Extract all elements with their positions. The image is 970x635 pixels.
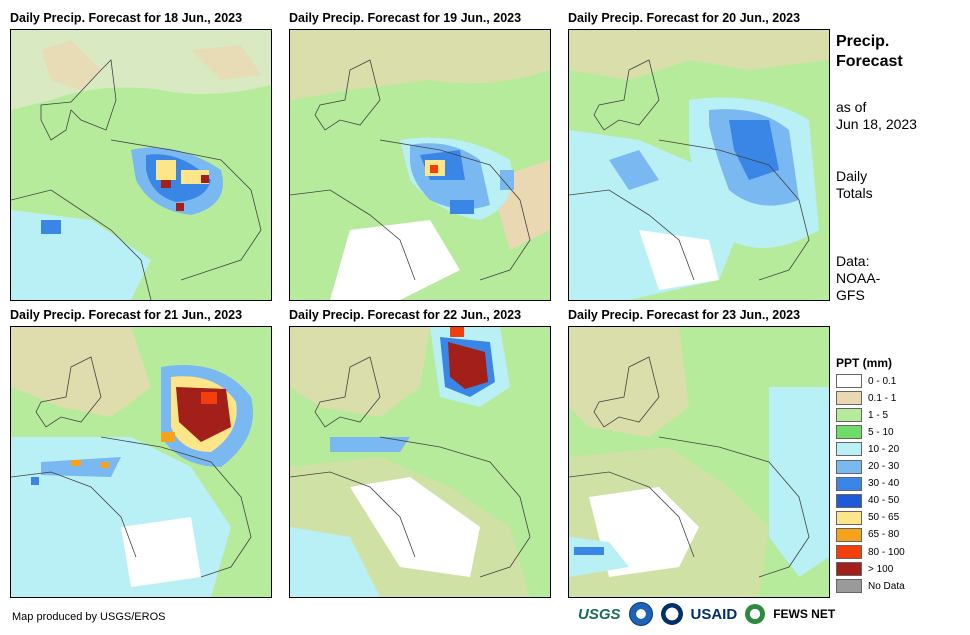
legend-label: 0 - 0.1 [868,375,897,387]
precip-map-2 [290,30,550,300]
map-panel-1 [10,29,272,301]
fews-globe-icon [745,604,766,624]
precip-map-4 [11,327,271,597]
legend-label: 5 - 10 [868,426,894,438]
legend-swatch [836,527,862,542]
sidebar-data-line1: Data: [836,253,870,269]
legend-item: > 100 [836,562,894,577]
legend-label: 10 - 20 [868,443,900,455]
panel-title-1: Daily Precip. Forecast for 18 Jun., 2023 [10,11,243,25]
map-panel-5 [289,326,551,598]
panel-title-5: Daily Precip. Forecast for 22 Jun., 2023 [289,308,522,322]
legend-swatch [836,408,862,423]
legend-swatch [836,391,862,406]
legend-item: 0 - 0.1 [836,374,896,388]
legend-item: 20 - 30 [836,459,900,474]
legend-swatch [836,476,862,491]
legend-swatch [836,425,862,440]
legend-item: 65 - 80 [836,527,900,542]
legend-label: 50 - 65 [868,512,900,524]
noaa-logo-icon [628,602,653,626]
precip-map-5 [290,327,550,597]
legend-label: 65 - 80 [868,529,900,541]
fews-net-logo: FEWS NET [773,607,836,621]
legend-swatch [836,545,862,559]
usgs-logo: USGS [578,605,621,623]
legend-label: 30 - 40 [868,478,900,490]
legend-item: 40 - 50 [836,493,900,508]
legend-label: 1 - 5 [868,409,889,421]
legend-label: 40 - 50 [868,495,900,507]
usaid-seal-icon [660,603,683,625]
sidebar-data-line3: GFS [836,287,865,303]
map-credit: Map produced by USGS/EROS [12,611,166,623]
sidebar-asof-line2: Jun 18, 2023 [836,116,917,132]
legend-swatch [836,442,862,457]
legend-label: 0.1 - 1 [868,392,897,404]
sidebar-data: Data: NOAA- GFS [836,253,880,304]
legend-label: 80 - 100 [868,546,905,558]
legend-item: 10 - 20 [836,442,900,457]
sidebar-daily-line2: Totals [836,185,873,201]
sidebar-daily: Daily Totals [836,168,873,202]
panel-title-3: Daily Precip. Forecast for 20 Jun., 2023 [568,11,801,25]
sidebar-daily-line1: Daily [836,168,868,184]
legend-item: 5 - 10 [836,425,894,440]
sidebar-title-line2: Forecast [836,53,903,70]
legend-swatch [836,374,862,388]
precip-map-3 [569,30,829,300]
legend-title: PPT (mm) [836,356,893,370]
legend-swatch [836,579,862,594]
sidebar-title: Precip. Forecast [836,32,903,72]
map-panel-4 [10,326,272,598]
sidebar-asof-line1: as of [836,99,867,115]
precip-map-6 [569,327,829,597]
legend-item: 80 - 100 [836,545,905,559]
legend-label: 20 - 30 [868,461,900,472]
panel-title-6: Daily Precip. Forecast for 23 Jun., 2023 [568,308,801,322]
map-panel-6 [568,326,830,598]
map-panel-2 [289,29,551,301]
logo-strip: USGS USAID FEWS NET [578,600,835,628]
precip-map-1 [11,30,271,300]
legend-label: > 100 [868,563,894,575]
panel-title-4: Daily Precip. Forecast for 21 Jun., 2023 [10,308,243,322]
sidebar-data-line2: NOAA- [836,270,881,286]
legend-swatch [836,510,862,525]
map-panel-3 [568,29,830,301]
usaid-logo: USAID [690,605,738,623]
panel-title-2: Daily Precip. Forecast for 19 Jun., 2023 [289,11,522,25]
sidebar-asof: as of Jun 18, 2023 [836,99,917,133]
legend-label: No Data [868,580,905,592]
legend-swatch [836,459,862,474]
legend-swatch [836,493,862,508]
legend-item: No Data [836,579,905,594]
legend-item: 1 - 5 [836,408,889,423]
legend-item: 0.1 - 1 [836,391,897,406]
legend-item: 30 - 40 [836,476,900,491]
sidebar-title-line1: Precip. [836,33,890,50]
legend-swatch [836,562,862,577]
legend-item: 50 - 65 [836,510,900,525]
